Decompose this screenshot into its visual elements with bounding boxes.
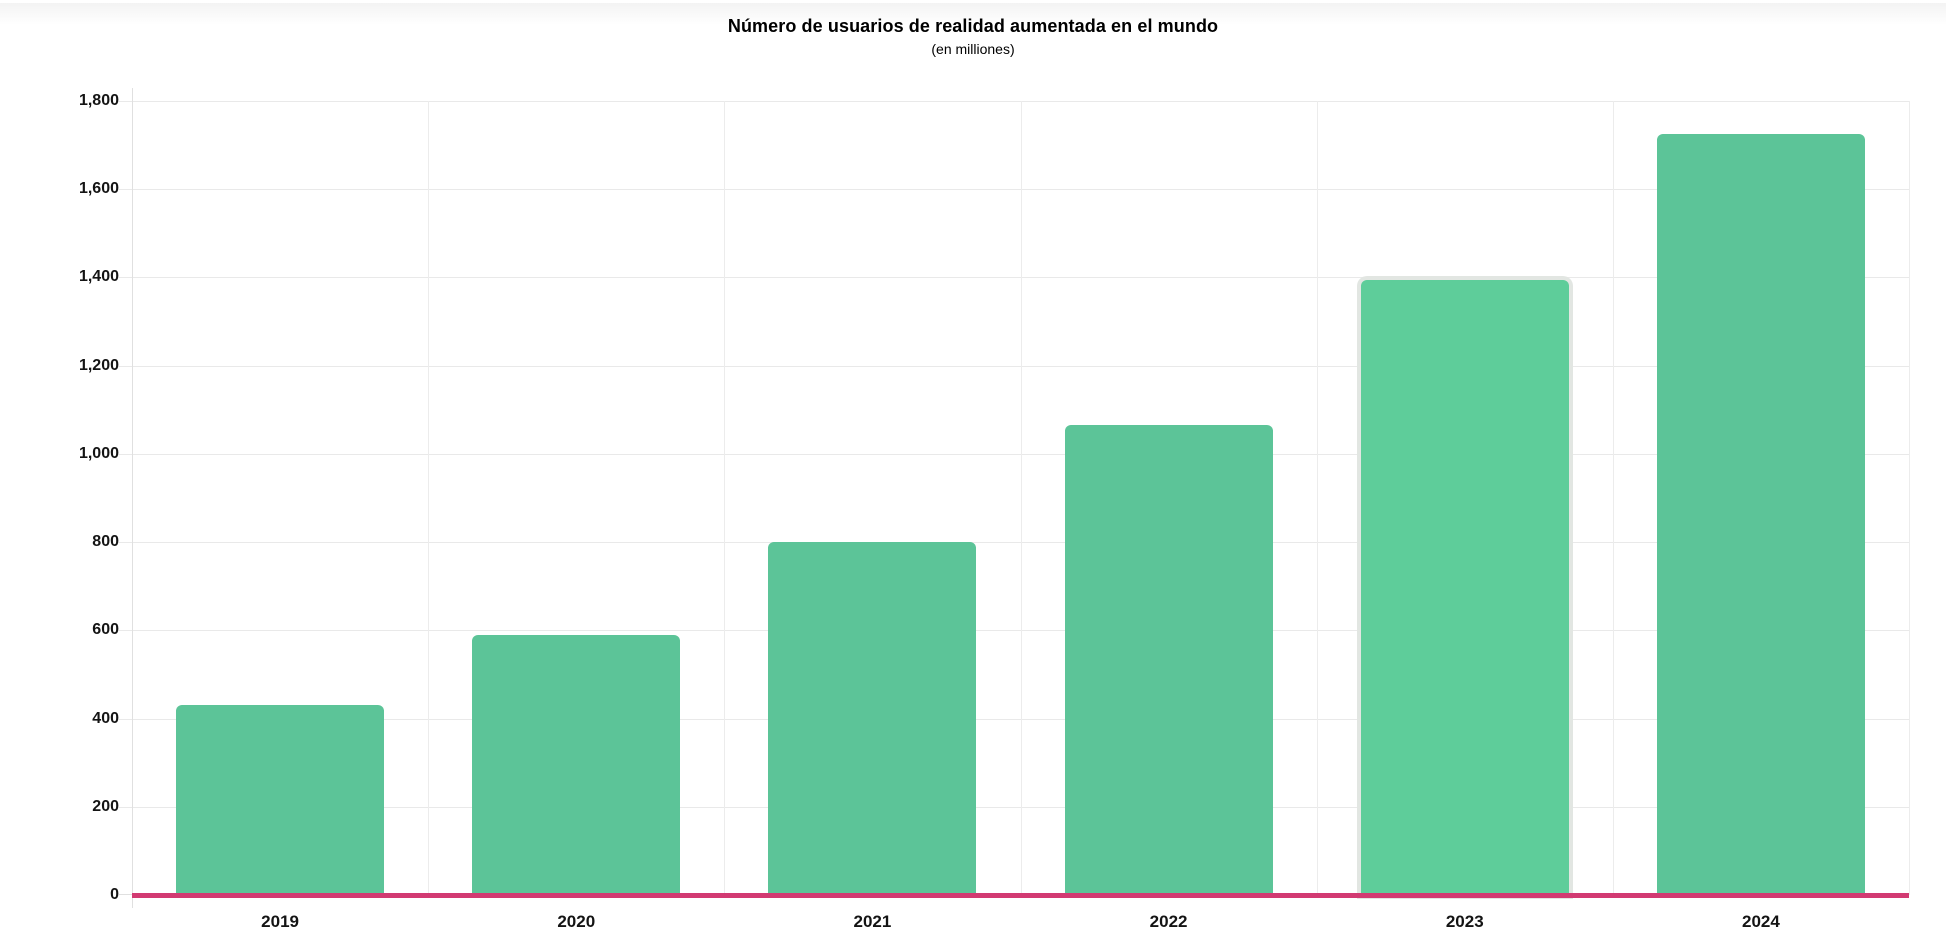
h-gridline bbox=[119, 542, 1909, 544]
y-axis-label: 1,400 bbox=[78, 268, 119, 286]
x-axis: 2019 2020 2021 2022 2023 2024 bbox=[132, 912, 1909, 942]
v-gridline bbox=[428, 101, 430, 895]
v-gridline bbox=[1020, 101, 1022, 895]
h-gridline bbox=[119, 718, 1909, 720]
x-axis-label-2023: 2023 bbox=[1445, 912, 1484, 931]
h-gridline bbox=[119, 453, 1909, 455]
x-axis-label-2019: 2019 bbox=[261, 912, 299, 931]
y-axis-label: 1,800 bbox=[78, 92, 119, 109]
v-gridline bbox=[724, 101, 726, 895]
v-gridline bbox=[1316, 101, 1318, 895]
h-gridline bbox=[119, 277, 1909, 279]
chart-subtitle: (en milliones) bbox=[931, 41, 1015, 57]
bar-2024[interactable] bbox=[1656, 134, 1865, 895]
y-axis-label: 1,000 bbox=[78, 444, 119, 462]
v-gridline bbox=[1612, 101, 1614, 895]
bar-2023[interactable] bbox=[1360, 279, 1569, 895]
y-axis-label: 400 bbox=[92, 709, 119, 727]
x-axis-label-2022: 2022 bbox=[1149, 912, 1188, 931]
chart-header: Número de usuarios de realidad aumentada… bbox=[0, 0, 1946, 57]
chart-title: Número de usuarios de realidad aumentada… bbox=[727, 16, 1219, 36]
bar-2022[interactable] bbox=[1064, 425, 1273, 895]
bar-2020[interactable] bbox=[472, 634, 681, 895]
y-axis: 0 200 400 600 800 1,000 1,200 1,400 1,600 1,800 bbox=[0, 92, 119, 903]
h-gridline bbox=[119, 189, 1909, 191]
x-axis-label-2024: 2024 bbox=[1741, 912, 1780, 931]
y-axis-label: 1,200 bbox=[78, 356, 119, 374]
h-gridline bbox=[119, 806, 1909, 808]
plot-area bbox=[119, 88, 1910, 908]
v-gridline bbox=[1909, 101, 1910, 895]
h-gridline bbox=[119, 365, 1909, 367]
y-axis-label: 1,600 bbox=[78, 180, 119, 198]
y-axis-line bbox=[132, 88, 133, 908]
bar-2019[interactable] bbox=[176, 705, 385, 895]
h-gridline bbox=[119, 630, 1909, 632]
bar-2021[interactable] bbox=[768, 542, 977, 895]
y-axis-label: 200 bbox=[92, 797, 119, 815]
x-axis-label-2020: 2020 bbox=[557, 912, 596, 931]
x-axis-label-2021: 2021 bbox=[853, 912, 892, 931]
y-axis-label: 0 bbox=[110, 886, 119, 903]
y-axis-tick-0 bbox=[119, 894, 132, 895]
zero-baseline bbox=[132, 893, 1909, 898]
y-axis-label: 600 bbox=[92, 621, 119, 639]
h-gridline bbox=[119, 101, 1909, 102]
y-axis-label: 800 bbox=[92, 533, 119, 551]
